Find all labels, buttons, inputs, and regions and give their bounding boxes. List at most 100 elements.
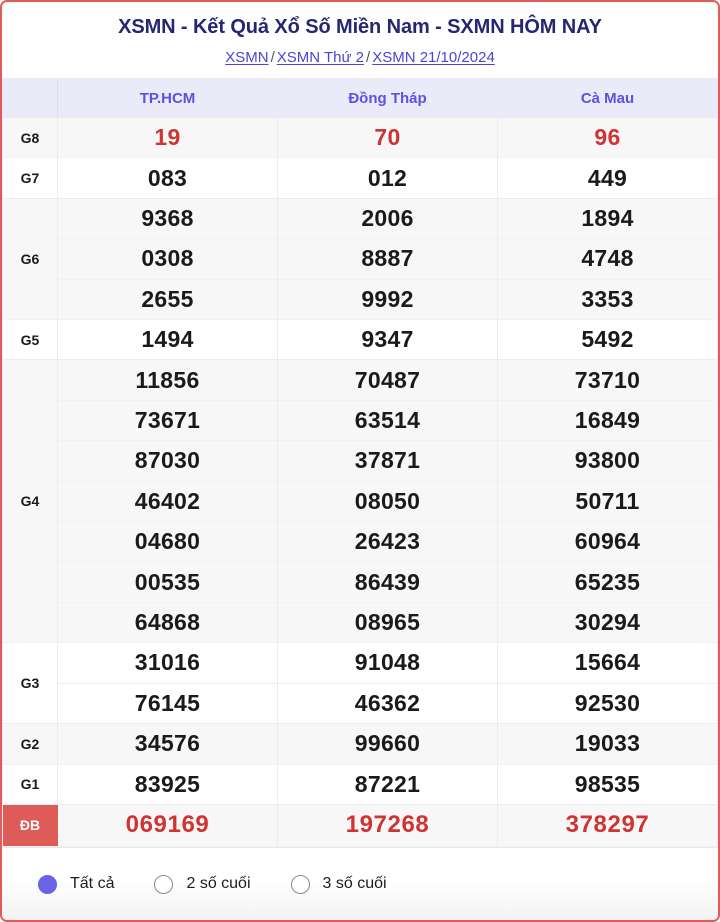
result-cell: 30294 xyxy=(497,601,718,644)
table-header-row: TP.HCM Đồng Tháp Cà Mau xyxy=(2,78,718,118)
result-cell: 2655 xyxy=(57,278,278,321)
prize-column-header xyxy=(2,78,58,118)
result-cell: 083 xyxy=(57,157,278,199)
result-cell: 1894 xyxy=(497,197,718,240)
prize-label-g2: G2 xyxy=(2,723,58,765)
table-row: 04680 26423 60964 xyxy=(3,521,718,563)
result-cell: 50711 xyxy=(497,480,718,523)
filter-option-label: 3 số cuối xyxy=(322,875,387,892)
card-header: XSMN - Kết Quả Xổ Số Miền Nam - SXMN HÔM… xyxy=(2,2,718,78)
result-cell: 197268 xyxy=(277,803,498,848)
filter-option-2[interactable]: 3 số cuối xyxy=(290,874,387,894)
province-header-1[interactable]: Đồng Tháp xyxy=(277,78,498,118)
table-row: 76145 46362 92530 xyxy=(3,682,718,725)
result-cell: 2006 xyxy=(277,197,498,240)
result-cell: 60964 xyxy=(497,521,718,563)
filter-footer: Tất cả 2 số cuối 3 số cuối xyxy=(2,847,718,920)
result-cell: 70487 xyxy=(277,359,498,401)
result-cell: 1494 xyxy=(57,319,278,361)
result-cell: 08050 xyxy=(277,480,498,523)
result-cell: 11856 xyxy=(57,359,278,401)
province-header-2[interactable]: Cà Mau xyxy=(497,78,718,118)
result-cell: 73710 xyxy=(497,359,718,401)
result-cell: 3353 xyxy=(497,278,718,321)
result-cell: 63514 xyxy=(277,399,498,442)
result-cell: 83925 xyxy=(57,763,278,805)
table-head: TP.HCM Đồng Tháp Cà Mau xyxy=(2,78,718,118)
result-cell: 92530 xyxy=(497,682,718,725)
prize-label-g3: G3 xyxy=(2,642,58,725)
result-cell: 4748 xyxy=(497,238,718,280)
result-cell: 08965 xyxy=(277,601,498,644)
province-header-0[interactable]: TP.HCM xyxy=(57,78,278,118)
table-row: G1 83925 87221 98535 xyxy=(2,763,718,805)
results-table: TP.HCM Đồng Tháp Cà Mau G8 19 70 96 G7 083 012… xyxy=(2,78,718,848)
table-row: G8 19 70 96 xyxy=(2,116,718,159)
breadcrumb-link-0[interactable]: XSMN xyxy=(225,49,269,66)
result-cell: 378297 xyxy=(497,803,718,848)
prize-label-g7: G7 xyxy=(2,157,58,199)
radio-icon[interactable] xyxy=(290,874,310,894)
radio-icon[interactable] xyxy=(38,874,57,894)
result-cell: 76145 xyxy=(57,682,278,725)
table-row: 64868 08965 30294 xyxy=(3,601,718,644)
table-row: 87030 37871 93800 xyxy=(3,440,718,482)
breadcrumb-link-1[interactable]: XSMN Thứ 2 xyxy=(276,49,365,66)
table-row: G4 11856 70487 73710 xyxy=(2,359,718,644)
result-cell: 00535 xyxy=(57,561,278,603)
result-cell: 0308 xyxy=(57,238,278,280)
result-cell: 73671 xyxy=(57,399,278,442)
table-row: G7 083 012 449 xyxy=(2,157,718,199)
filter-option-0[interactable]: Tất cả xyxy=(38,874,114,894)
result-cell: 19 xyxy=(57,116,278,159)
result-cell: 449 xyxy=(497,157,718,199)
table-row: 2655 9992 3353 xyxy=(3,278,718,321)
result-cell: 87221 xyxy=(277,763,498,805)
prize-label-g6: G6 xyxy=(2,197,58,321)
result-cell: 19033 xyxy=(497,723,718,765)
table-row: ĐB 069169 197268 378297 xyxy=(2,803,718,848)
result-cell: 37871 xyxy=(277,440,498,482)
prize-label-đb: ĐB xyxy=(2,803,58,848)
breadcrumb-separator: / xyxy=(270,49,275,66)
table-row: G3 31016 91048 15664 xyxy=(2,642,718,725)
table-row: 73671 63514 16849 xyxy=(3,399,718,442)
result-cell: 91048 xyxy=(277,642,498,684)
prize-label-g4: G4 xyxy=(2,359,58,644)
result-cell: 31016 xyxy=(57,642,278,684)
result-cell: 64868 xyxy=(57,601,278,644)
result-cell: 069169 xyxy=(57,803,278,848)
result-cell: 87030 xyxy=(57,440,278,482)
filter-option-label: Tất cả xyxy=(70,875,115,892)
result-cell: 9347 xyxy=(277,319,498,361)
table-body: G8 19 70 96 G7 083 012 449 G6 9368 2006 1894 0308 888… xyxy=(2,116,718,848)
breadcrumb-separator: / xyxy=(366,49,371,66)
result-cell: 96 xyxy=(497,116,718,159)
result-cell: 9992 xyxy=(277,278,498,321)
result-cell: 012 xyxy=(277,157,498,199)
result-cell: 46362 xyxy=(277,682,498,725)
breadcrumb-link-2[interactable]: XSMN 21/10/2024 xyxy=(372,49,495,66)
page-title: XSMN - Kết Quả Xổ Số Miền Nam - SXMN HÔM… xyxy=(118,16,602,38)
table-row: 46402 08050 50711 xyxy=(3,480,718,523)
result-cell: 15664 xyxy=(497,642,718,684)
result-cell: 16849 xyxy=(497,399,718,442)
result-cell: 8887 xyxy=(277,238,498,280)
filter-option-1[interactable]: 2 số cuối xyxy=(154,874,251,894)
result-cell: 93800 xyxy=(497,440,718,482)
result-cell: 04680 xyxy=(57,521,278,563)
result-cell: 5492 xyxy=(497,319,718,361)
table-row: G2 34576 99660 19033 xyxy=(2,723,718,765)
result-cell: 26423 xyxy=(277,521,498,563)
result-cell: 99660 xyxy=(277,723,498,765)
radio-icon[interactable] xyxy=(154,874,174,894)
result-cell: 70 xyxy=(277,116,498,159)
result-cell: 98535 xyxy=(497,763,718,805)
prize-label-g8: G8 xyxy=(2,116,58,159)
result-cell: 65235 xyxy=(497,561,718,603)
prize-label-g1: G1 xyxy=(2,763,58,805)
filter-option-label: 2 số cuối xyxy=(186,875,251,892)
table-row: G5 1494 9347 5492 xyxy=(2,319,718,361)
table-row: G6 9368 2006 1894 xyxy=(2,197,718,321)
